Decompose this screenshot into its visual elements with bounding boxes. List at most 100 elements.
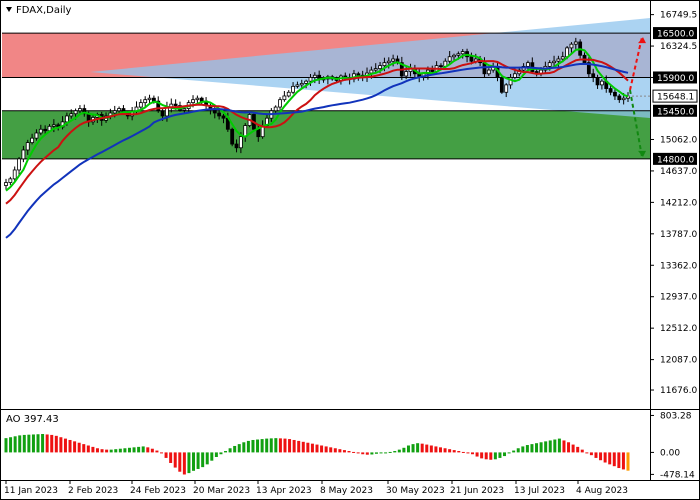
candle-body-6 [30,137,34,143]
candle-body-139 [608,88,613,93]
candle-body-35 [156,100,161,112]
candle-body-86 [378,65,382,69]
forecast-arrowhead-down [638,150,646,157]
ao-bar-40 [187,452,191,474]
ao-bar-77 [356,452,360,454]
ao-bar-125 [576,446,580,453]
ao-bar-136 [626,452,630,471]
ao-bar-17 [82,444,86,453]
ao-bar-114 [525,445,529,453]
candle-body-41 [182,108,187,111]
ao-bar-111 [512,450,516,453]
ao-bar-42 [196,452,200,469]
ao-bar-121 [557,438,561,453]
candle-body-88 [386,60,391,64]
ao-bar-44 [205,452,209,465]
ao-bar-59 [274,438,278,453]
ao-bar-21 [100,449,104,453]
ao-bar-41 [192,452,196,471]
ao-bar-34 [160,452,163,454]
ao-bar-2 [13,436,17,453]
x-tick-label-5: 8 May 2023 [320,486,373,496]
ao-bar-25 [118,448,122,453]
candle-body-120 [526,62,530,67]
channel-triangle [90,18,650,118]
ao-bar-13 [63,438,67,453]
candle-body-4 [21,149,26,160]
ao-bar-29 [137,446,141,453]
last-price-box [652,89,698,103]
candle-body-100 [439,65,443,68]
ao-bar-132 [608,452,612,465]
ao-bar-119 [548,440,552,453]
ao-bar-60 [278,438,282,453]
ao-bar-123 [567,442,571,453]
ao-bar-103 [475,452,479,457]
ao-bar-92 [425,444,429,453]
ao-bar-104 [480,452,484,459]
ao-bar-101 [466,452,470,454]
ao-bar-6 [31,434,35,453]
candle-body-2 [12,169,17,180]
candle-body-16 [73,110,78,115]
forecast-arrowhead-up [638,37,646,44]
ao-title: AO 397.43 [6,414,59,425]
ao-bar-38 [178,452,182,472]
ao-bar-27 [127,447,131,453]
ao-bar-50 [233,445,237,453]
level-label-box-3 [653,152,697,165]
ao-bar-120 [553,439,557,453]
ao-bar-12 [59,437,63,453]
ao-bar-78 [361,452,365,455]
candle-body-17 [78,108,82,112]
ao-bar-70 [324,446,328,453]
y-tick-label-4: 14637.0 [660,167,697,177]
symbol-title: FDAX,Daily [16,5,72,16]
level-label-box-1 [653,71,697,84]
candle-body-1 [8,178,13,183]
ao-bar-58 [269,438,273,453]
ao-tick-label-0: 803.28 [660,411,692,421]
ao-bar-75 [347,451,351,453]
candle-body-53 [234,143,239,149]
candle-body-104 [456,53,461,56]
ao-bar-95 [438,447,442,453]
ao-bar-65 [301,441,305,453]
y-tick-label-3: 15062.0 [660,135,697,145]
ao-bar-48 [224,451,228,453]
ao-bar-68 [315,444,319,453]
ao-bar-127 [585,452,589,454]
ao-bar-46 [214,452,218,457]
ao-bar-97 [448,449,452,453]
ao-bar-89 [411,444,415,453]
candle-body-125 [547,62,552,67]
candle-body-115 [504,84,509,93]
ao-bar-118 [544,441,548,453]
ao-bar-47 [219,452,223,455]
ao-bar-128 [589,452,593,456]
candle-body-70 [308,77,313,82]
ao-bar-88 [406,445,410,453]
y-tick-label-11: 11676.0 [660,386,697,396]
ao-bar-87 [402,447,406,453]
ao-bar-11 [54,435,58,453]
ao-bar-133 [612,452,616,467]
ao-bar-96 [443,448,447,453]
ao-bar-72 [333,448,337,453]
candle-body-84 [369,69,374,74]
ao-bar-130 [599,452,603,461]
ao-bar-0 [4,438,8,453]
ao-bar-19 [91,446,95,453]
candle-body-136 [595,77,600,86]
ao-bar-99 [457,451,461,453]
ao-bar-18 [86,445,90,453]
candle-body-105 [460,51,465,55]
ao-bar-3 [18,435,22,453]
ao-bar-7 [36,434,40,453]
ao-bar-100 [461,451,465,453]
y-tick-label-6: 13787.0 [660,230,697,240]
last-price-label: 15648.1 [657,93,694,103]
ao-bar-56 [260,439,264,453]
ao-bar-43 [201,452,205,468]
ao-bar-82 [379,452,383,454]
